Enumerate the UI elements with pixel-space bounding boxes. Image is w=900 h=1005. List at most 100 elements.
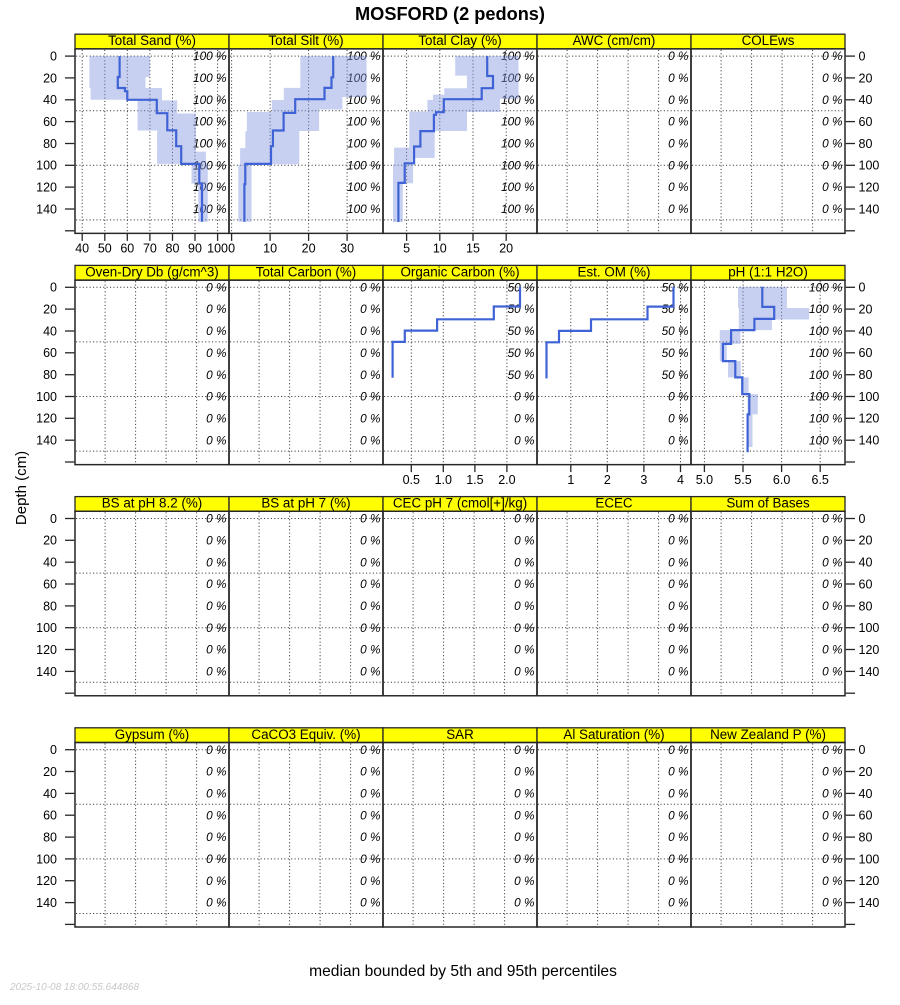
svg-text:0 %: 0 % — [206, 665, 226, 679]
svg-text:Est. OM (%): Est. OM (%) — [578, 264, 651, 279]
svg-text:40: 40 — [43, 787, 57, 801]
svg-text:0 %: 0 % — [822, 512, 842, 526]
svg-text:10: 10 — [263, 242, 277, 256]
svg-text:0 %: 0 % — [822, 577, 842, 591]
svg-text:40: 40 — [859, 556, 873, 570]
svg-text:100 %: 100 % — [193, 158, 226, 172]
svg-text:0 %: 0 % — [360, 368, 380, 382]
svg-text:40: 40 — [859, 93, 873, 107]
svg-text:120: 120 — [859, 874, 880, 888]
svg-text:BS at pH 8.2 (%): BS at pH 8.2 (%) — [102, 496, 202, 511]
svg-text:100: 100 — [859, 621, 880, 635]
svg-text:0 %: 0 % — [360, 643, 380, 657]
svg-text:140: 140 — [36, 665, 57, 679]
svg-text:0 %: 0 % — [668, 433, 688, 447]
svg-text:80: 80 — [166, 242, 180, 256]
svg-text:20: 20 — [43, 534, 57, 548]
svg-text:0 %: 0 % — [822, 896, 842, 910]
svg-text:0 %: 0 % — [668, 49, 688, 63]
svg-text:100 %: 100 % — [347, 180, 380, 194]
svg-text:60: 60 — [859, 346, 873, 360]
svg-text:0 %: 0 % — [360, 896, 380, 910]
svg-text:140: 140 — [859, 202, 880, 216]
svg-text:0 %: 0 % — [514, 765, 534, 779]
svg-text:0 %: 0 % — [206, 643, 226, 657]
svg-text:0 %: 0 % — [206, 599, 226, 613]
svg-text:60: 60 — [43, 115, 57, 129]
svg-text:0 %: 0 % — [822, 137, 842, 151]
svg-text:0.5: 0.5 — [403, 473, 420, 487]
svg-text:0 %: 0 % — [668, 621, 688, 635]
svg-text:100 %: 100 % — [193, 202, 226, 216]
svg-text:0 %: 0 % — [822, 621, 842, 635]
svg-text:0 %: 0 % — [360, 280, 380, 294]
svg-text:0: 0 — [859, 281, 866, 295]
svg-text:0: 0 — [50, 512, 57, 526]
svg-text:0 %: 0 % — [360, 874, 380, 888]
svg-text:100 %: 100 % — [347, 158, 380, 172]
svg-text:100 %: 100 % — [347, 115, 380, 129]
svg-text:20: 20 — [43, 765, 57, 779]
svg-text:Sum of Bases: Sum of Bases — [726, 496, 810, 511]
svg-text:0 %: 0 % — [206, 555, 226, 569]
svg-text:100 %: 100 % — [501, 71, 534, 85]
svg-text:0 %: 0 % — [514, 852, 534, 866]
svg-text:0 %: 0 % — [514, 787, 534, 801]
svg-text:100 %: 100 % — [347, 71, 380, 85]
svg-text:20: 20 — [859, 303, 873, 317]
svg-text:0 %: 0 % — [668, 555, 688, 569]
svg-text:50 %: 50 % — [662, 346, 689, 360]
svg-text:pH (1:1 H2O): pH (1:1 H2O) — [728, 264, 808, 279]
svg-text:20: 20 — [302, 242, 316, 256]
svg-text:5.0: 5.0 — [696, 473, 713, 487]
svg-text:0 %: 0 % — [668, 765, 688, 779]
svg-text:0 %: 0 % — [822, 71, 842, 85]
svg-text:0 %: 0 % — [206, 302, 226, 316]
svg-text:50 %: 50 % — [662, 302, 689, 316]
svg-text:100: 100 — [36, 852, 57, 866]
svg-text:140: 140 — [859, 896, 880, 910]
svg-text:Depth (cm): Depth (cm) — [13, 451, 30, 525]
svg-text:20: 20 — [859, 534, 873, 548]
svg-text:0 %: 0 % — [822, 115, 842, 129]
svg-text:80: 80 — [859, 137, 873, 151]
svg-text:BS at pH 7 (%): BS at pH 7 (%) — [261, 496, 350, 511]
svg-text:Gypsum (%): Gypsum (%) — [115, 727, 189, 742]
svg-text:Total Silt (%): Total Silt (%) — [268, 33, 343, 48]
svg-text:0 %: 0 % — [360, 411, 380, 425]
svg-text:0 %: 0 % — [206, 765, 226, 779]
svg-text:0 %: 0 % — [822, 180, 842, 194]
svg-text:0 %: 0 % — [514, 665, 534, 679]
svg-text:50 %: 50 % — [662, 280, 689, 294]
svg-text:100 %: 100 % — [809, 280, 842, 294]
svg-text:0 %: 0 % — [360, 302, 380, 316]
svg-text:0 %: 0 % — [360, 533, 380, 547]
svg-text:80: 80 — [859, 599, 873, 613]
svg-text:0 %: 0 % — [668, 896, 688, 910]
svg-text:90: 90 — [188, 242, 202, 256]
svg-text:100 %: 100 % — [809, 324, 842, 338]
svg-text:0 %: 0 % — [360, 621, 380, 635]
svg-text:15: 15 — [466, 242, 480, 256]
svg-text:0: 0 — [50, 281, 57, 295]
svg-text:80: 80 — [859, 831, 873, 845]
svg-text:100 %: 100 % — [501, 137, 534, 151]
svg-text:0 %: 0 % — [668, 115, 688, 129]
svg-text:0 %: 0 % — [206, 390, 226, 404]
svg-text:50 %: 50 % — [508, 368, 535, 382]
svg-text:100: 100 — [36, 390, 57, 404]
svg-text:0 %: 0 % — [668, 643, 688, 657]
svg-text:100 %: 100 % — [501, 93, 534, 107]
svg-text:0 %: 0 % — [668, 852, 688, 866]
svg-text:20: 20 — [859, 71, 873, 85]
svg-text:0 %: 0 % — [822, 93, 842, 107]
svg-text:0 %: 0 % — [360, 324, 380, 338]
svg-text:100 %: 100 % — [193, 115, 226, 129]
svg-text:ECEC: ECEC — [595, 496, 633, 511]
svg-text:0 %: 0 % — [514, 643, 534, 657]
svg-text:100 %: 100 % — [501, 180, 534, 194]
svg-text:120: 120 — [36, 412, 57, 426]
svg-text:0 %: 0 % — [206, 743, 226, 757]
svg-text:0 %: 0 % — [822, 787, 842, 801]
svg-text:120: 120 — [36, 643, 57, 657]
